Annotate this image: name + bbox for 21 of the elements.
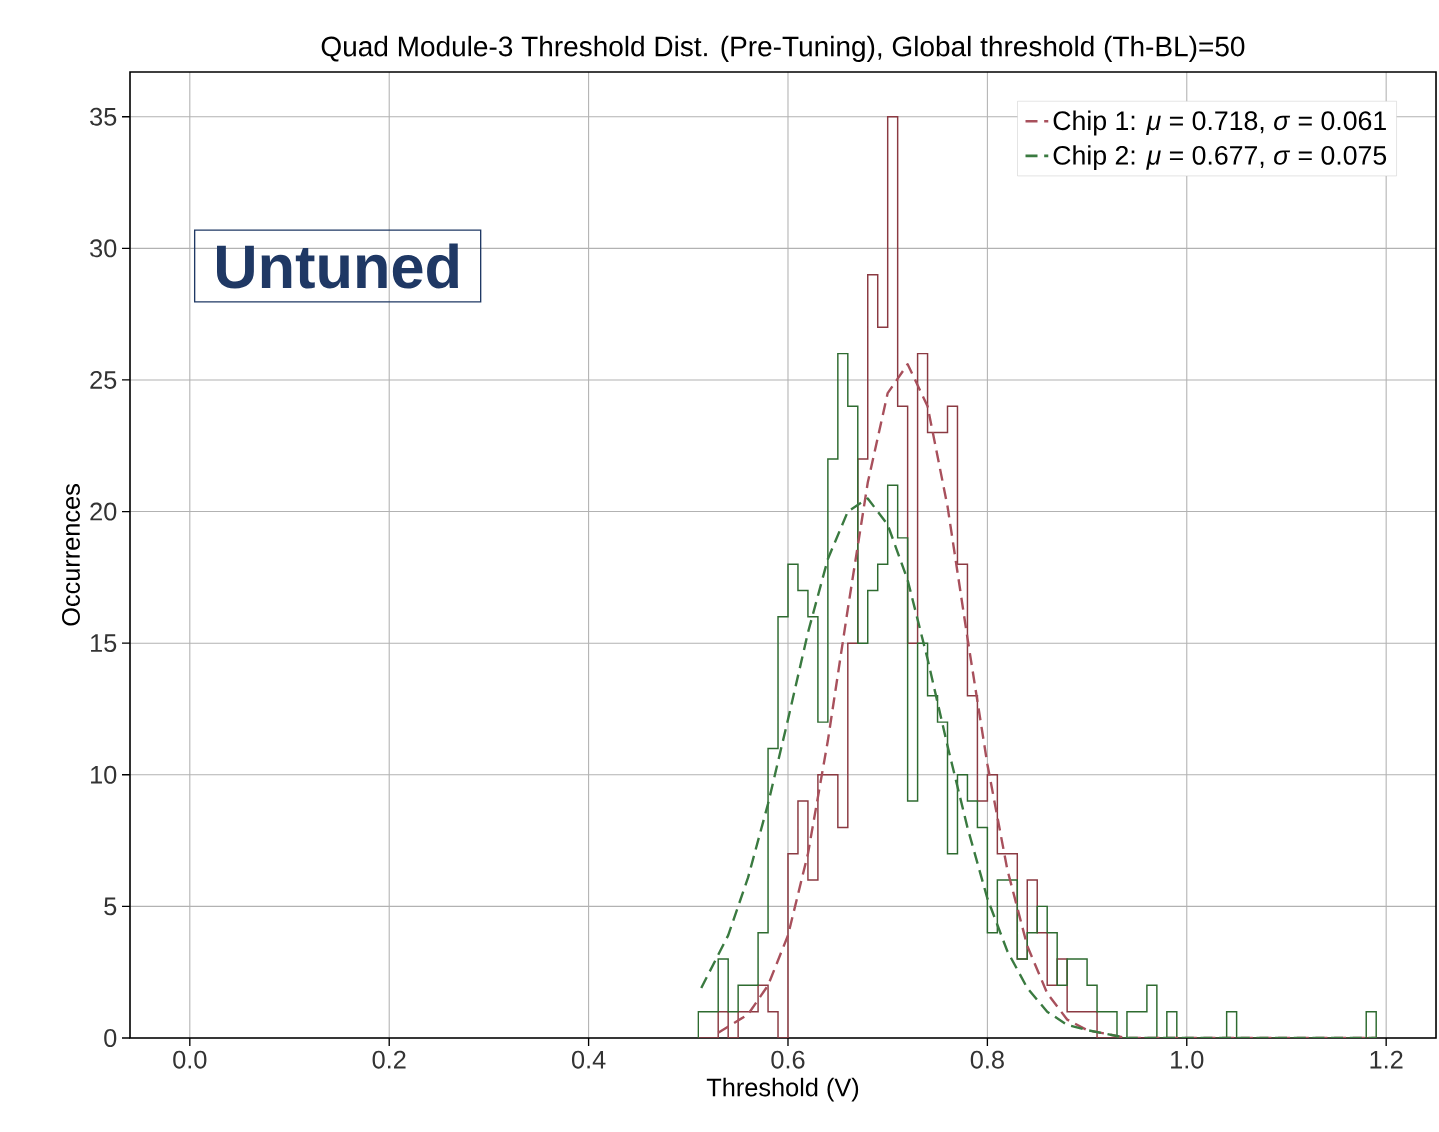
x-tick-label: 0.2 [372,1050,406,1069]
y-tick-label: 20 [90,502,117,521]
y-tick-label: 15 [91,634,117,653]
y-tick-label: 30 [90,239,117,258]
x-tick-label: 1.0 [1171,1050,1204,1069]
x-tick-label: 0.4 [571,1050,606,1069]
y-tick-label: 10 [91,765,117,784]
y-axis-title: Occurrences [62,484,80,626]
y-tick-label: 35 [90,107,117,126]
chart-title: Quad Module-3 Threshold Dist. (Pre-Tuning), Global threshold (Th-BL)=50 [321,35,1245,62]
x-tick-label: 0.8 [970,1050,1004,1069]
legend-label: Chip 1: μ = 0.718, σ = 0.061 [1053,110,1386,136]
annotation: Untuned [217,243,458,289]
x-tick-label: 0.6 [771,1050,805,1069]
x-axis-title: Threshold (V) [706,1077,859,1102]
x-tick-label: 1.2 [1370,1050,1403,1069]
y-tick-label: 25 [90,370,117,389]
legend-label: Chip 2: μ = 0.677, σ = 0.075 [1053,145,1387,171]
y-tick-label: 0 [104,1029,117,1047]
y-tick-label: 5 [104,897,117,916]
x-tick-label: 0.0 [173,1050,207,1069]
